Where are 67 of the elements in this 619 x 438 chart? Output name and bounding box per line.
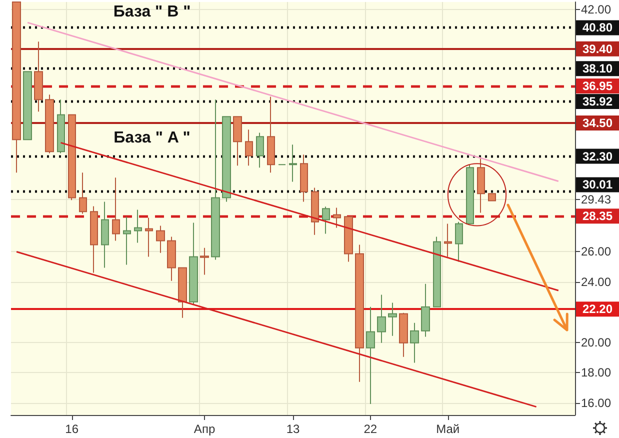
candlestick [222, 116, 231, 202]
candlestick [344, 216, 353, 262]
ref-line-label: 35.92 [582, 94, 613, 109]
ref-line-label: 32.30 [582, 149, 613, 164]
candlestick [333, 207, 341, 228]
ref-line-label: 28.35 [582, 209, 613, 224]
ref-line-label: 34.50 [582, 116, 613, 130]
x-tick-label: 22 [364, 422, 378, 436]
candlestick [34, 41, 43, 112]
y-tick-label: 16.00 [581, 396, 612, 410]
candlestick [245, 129, 253, 166]
annotation: База " B " [113, 4, 191, 20]
ref-line-label: 40.80 [582, 20, 613, 35]
annotation: База " A " [114, 130, 190, 146]
candlestick [410, 322, 419, 364]
candlestick [233, 116, 242, 166]
x-tick-label: Май [436, 422, 460, 436]
candlestick [388, 302, 397, 336]
candlestick [322, 206, 330, 234]
candlestick [444, 223, 452, 258]
candlestick [68, 114, 76, 201]
candlestick [156, 225, 165, 254]
candlestick [488, 193, 496, 202]
candlestick [311, 187, 319, 236]
candlestick [267, 96, 275, 174]
candlestick [167, 236, 176, 282]
candlestick [45, 94, 54, 154]
candlestick [466, 164, 474, 224]
candlestick [477, 157, 485, 214]
candlestick [366, 306, 375, 404]
candlestick [112, 177, 120, 242]
y-tick-label: 42.00 [581, 2, 612, 17]
candlestick [145, 217, 153, 258]
candlestick [211, 99, 220, 260]
ref-line-label: 36.95 [582, 78, 613, 93]
candlestick [300, 154, 308, 202]
ref-line-label: 30.01 [582, 178, 613, 192]
x-tick-label: 13 [286, 422, 300, 436]
candlestick [289, 144, 297, 182]
candlestick [178, 267, 187, 318]
candlestick [189, 222, 198, 306]
y-tick-label: 26.00 [581, 244, 612, 259]
y-tick-label: 29.43 [581, 192, 612, 207]
candlestick [455, 221, 463, 262]
candlestick [256, 132, 264, 168]
ref-line-label: 39.40 [582, 42, 613, 56]
candlestick [421, 283, 430, 338]
candlestick [134, 209, 142, 244]
ref-line-label: 22.20 [582, 302, 613, 316]
candlestick [123, 216, 131, 266]
candlestick [90, 206, 98, 274]
candlestick [57, 99, 65, 154]
y-tick-label: 24.00 [581, 274, 612, 289]
x-tick-label: Апр [194, 422, 216, 436]
candlestick [355, 244, 364, 382]
candlestick [399, 312, 408, 358]
candlestick [377, 294, 386, 344]
y-tick-label: 18.00 [581, 366, 612, 380]
candlestick [200, 247, 209, 276]
x-tick-label: 16 [65, 422, 79, 436]
candlestick [101, 201, 109, 268]
candlestick [12, 2, 21, 174]
y-tick-label: 20.00 [581, 335, 612, 350]
ref-line-label: 38.10 [582, 62, 613, 76]
candlestick [79, 172, 87, 214]
candlestick [433, 236, 441, 308]
candlestick [23, 71, 32, 140]
